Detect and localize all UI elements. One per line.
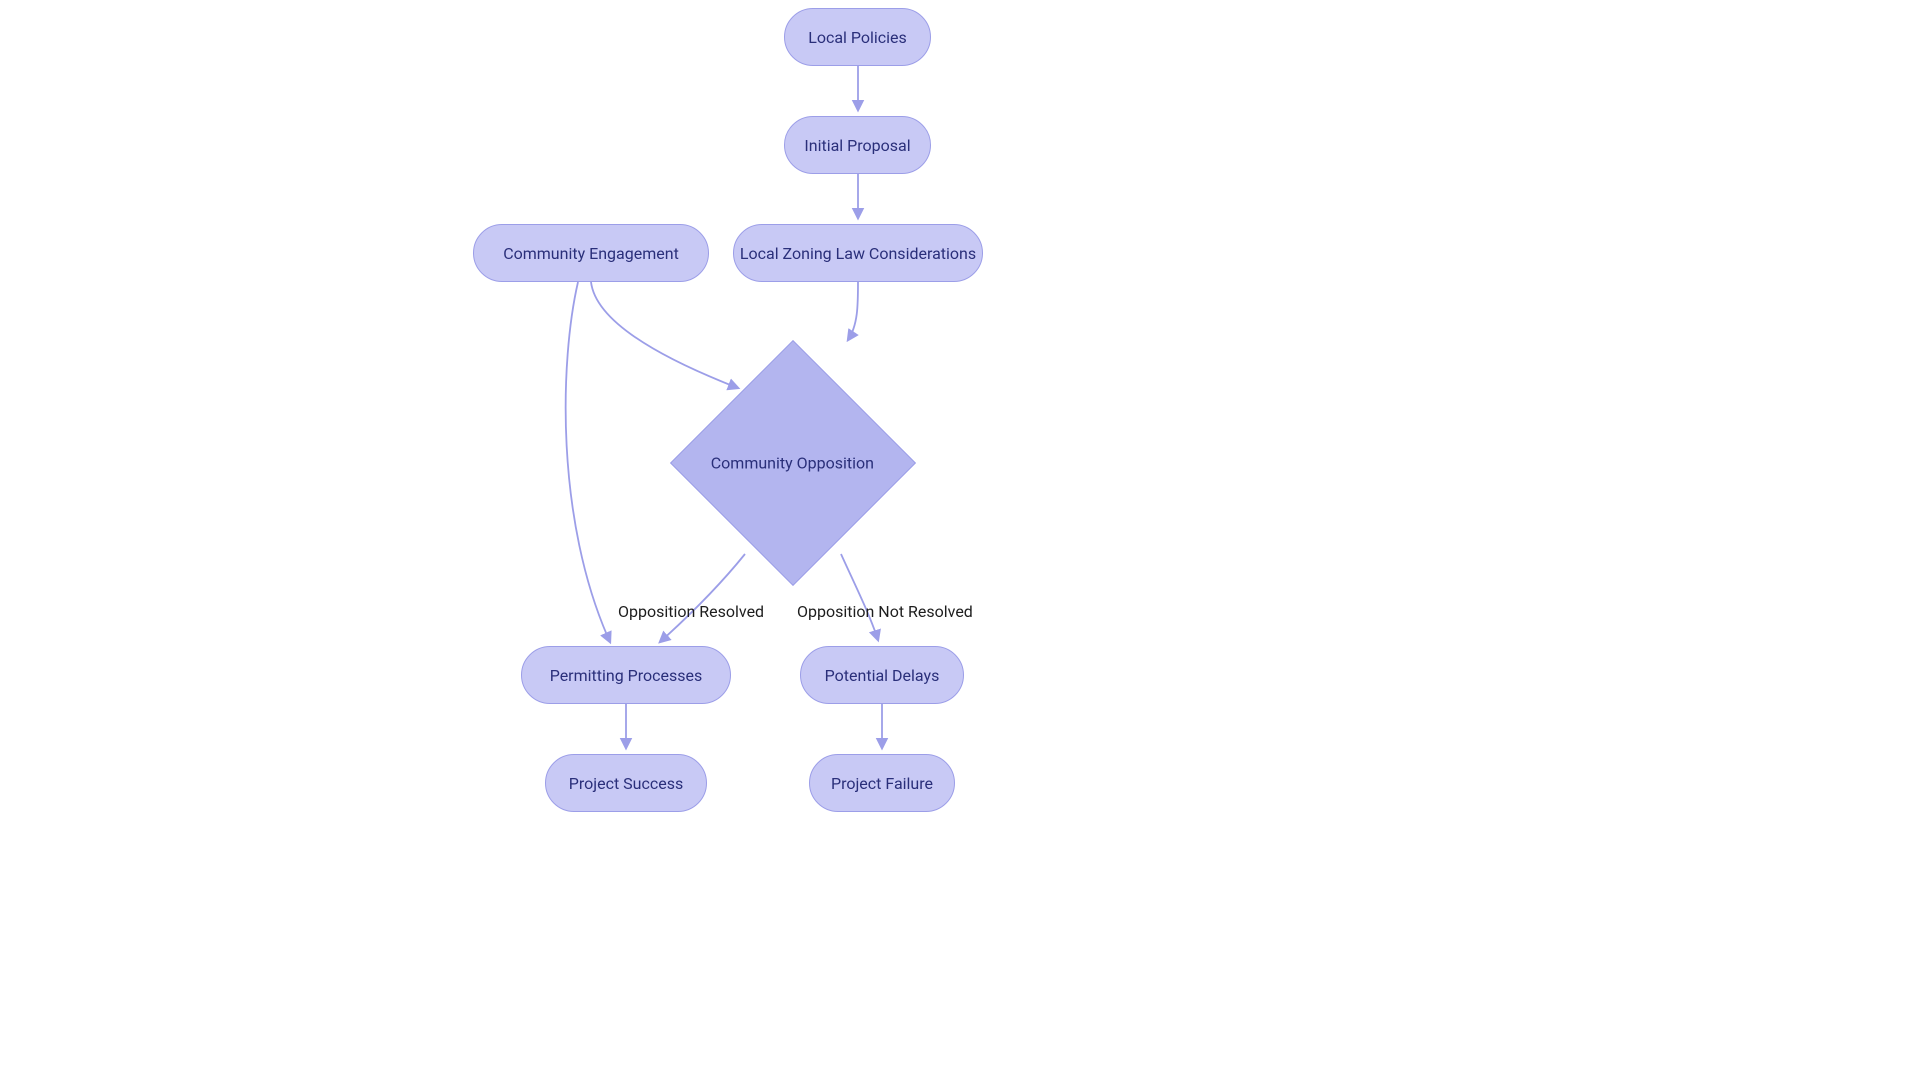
edge-label-resolved: Opposition Resolved — [618, 602, 764, 621]
node-label: Permitting Processes — [550, 666, 703, 685]
node-label: Initial Proposal — [804, 136, 910, 155]
node-label: Community Opposition — [711, 453, 874, 472]
node-label: Project Success — [569, 774, 683, 793]
edge-label-not-resolved: Opposition Not Resolved — [797, 602, 973, 621]
node-label: Local Policies — [808, 28, 907, 47]
node-zoning: Local Zoning Law Considerations — [733, 224, 983, 282]
node-failure: Project Failure — [809, 754, 955, 812]
node-label: Local Zoning Law Considerations — [740, 244, 976, 263]
edges-layer — [0, 0, 1920, 1080]
node-community-opposition: Community Opposition — [670, 340, 916, 586]
node-permitting: Permitting Processes — [521, 646, 731, 704]
node-label: Potential Delays — [825, 666, 940, 685]
flowchart-canvas: Local Policies Initial Proposal Communit… — [0, 0, 1920, 1080]
node-label: Project Failure — [831, 774, 933, 793]
node-community-engagement: Community Engagement — [473, 224, 709, 282]
node-label: Community Engagement — [503, 244, 679, 263]
node-local-policies: Local Policies — [784, 8, 931, 66]
node-delays: Potential Delays — [800, 646, 964, 704]
node-success: Project Success — [545, 754, 707, 812]
node-initial-proposal: Initial Proposal — [784, 116, 931, 174]
